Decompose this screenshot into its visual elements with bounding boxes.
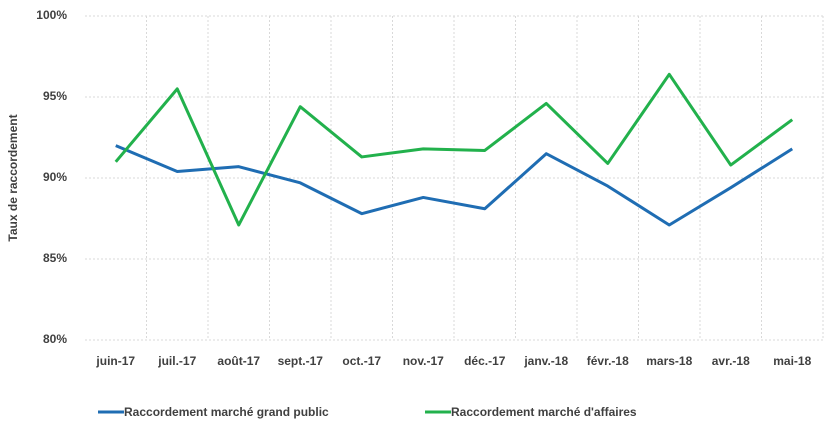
x-tick-label: nov.-17: [403, 354, 444, 368]
x-tick-label: avr.-18: [712, 354, 750, 368]
y-tick-label: 80%: [43, 332, 67, 346]
y-axis-label: Taux de raccordement: [6, 114, 20, 241]
series-line: [114, 72, 794, 227]
x-tick-label: mars-18: [646, 354, 692, 368]
x-tick-label: juil.-17: [157, 354, 196, 368]
legend-label: Raccordement marché grand public: [124, 405, 329, 419]
x-tick-label: févr.-18: [587, 354, 629, 368]
series-line: [115, 144, 794, 227]
x-tick-label: mai-18: [773, 354, 811, 368]
x-tick-label: oct.-17: [342, 354, 381, 368]
legend-label: Raccordement marché d'affaires: [451, 405, 637, 419]
y-tick-label: 85%: [43, 251, 67, 265]
y-tick-label: 95%: [43, 89, 67, 103]
x-tick-label: janv.-18: [523, 354, 568, 368]
x-tick-label: déc.-17: [464, 354, 506, 368]
y-tick-label: 90%: [43, 170, 67, 184]
y-tick-label: 100%: [36, 8, 67, 22]
x-tick-label: juin-17: [95, 354, 135, 368]
x-tick-label: août-17: [217, 354, 260, 368]
x-tick-label: sept.-17: [278, 354, 324, 368]
